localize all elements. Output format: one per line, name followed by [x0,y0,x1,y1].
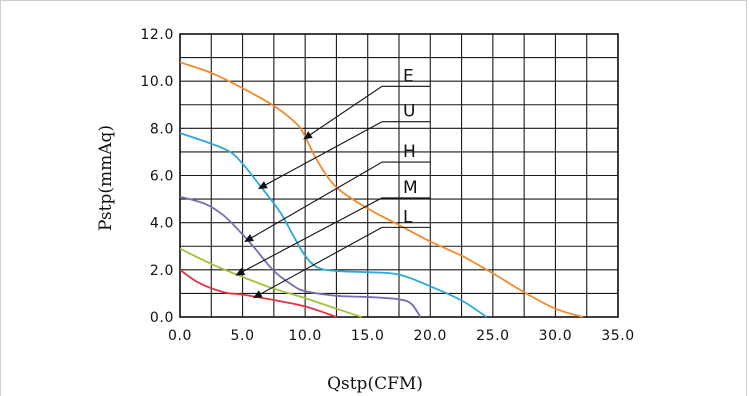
x-tick-label: 35.0 [601,328,635,344]
tick-labels: 0.0 5.0 10.0 15.0 20.0 25.0 30.0 35.0 0.0 2.0 4.0 6… [140,27,634,344]
y-tick-label: 12.0 [140,27,174,43]
y-tick-label: 4.0 [150,216,174,232]
x-tick-label: 20.0 [413,328,447,344]
y-tick-label: 2.0 [150,263,174,279]
curve-label-e: E [403,66,414,86]
curves [179,61,584,318]
y-tick-label: 0.0 [150,310,174,326]
x-tick-label: 0.0 [168,328,192,344]
curve-label-u: U [403,102,415,122]
curve-label-h: H [403,142,416,162]
x-tick-label: 10.0 [288,328,322,344]
leader-arrow-e [303,85,383,140]
x-tick-label: 5.0 [231,328,255,344]
curve-label-l: L [403,207,413,227]
curve-e [179,61,584,318]
y-axis-title: Pstp(mmAq) [96,125,116,231]
curve-l [179,269,337,318]
curve-label-m: M [403,178,418,198]
leader-arrow-m [235,197,383,276]
plot-border [179,33,619,318]
x-axis-title: Qstp(CFM) [327,374,423,394]
leader-arrow-u [257,121,383,189]
x-tick-label: 25.0 [476,328,510,344]
grid [179,33,619,318]
y-tick-label: 10.0 [140,74,174,90]
y-tick-label: 8.0 [150,121,174,137]
x-tick-label: 15.0 [351,328,385,344]
y-tick-label: 6.0 [150,169,174,185]
x-tick-label: 30.0 [539,328,573,344]
leader-arrow-l [252,226,383,299]
curve-m [179,247,362,318]
leader-arrow-h [244,161,383,243]
curve-h [179,195,422,318]
curve-u [179,132,488,318]
